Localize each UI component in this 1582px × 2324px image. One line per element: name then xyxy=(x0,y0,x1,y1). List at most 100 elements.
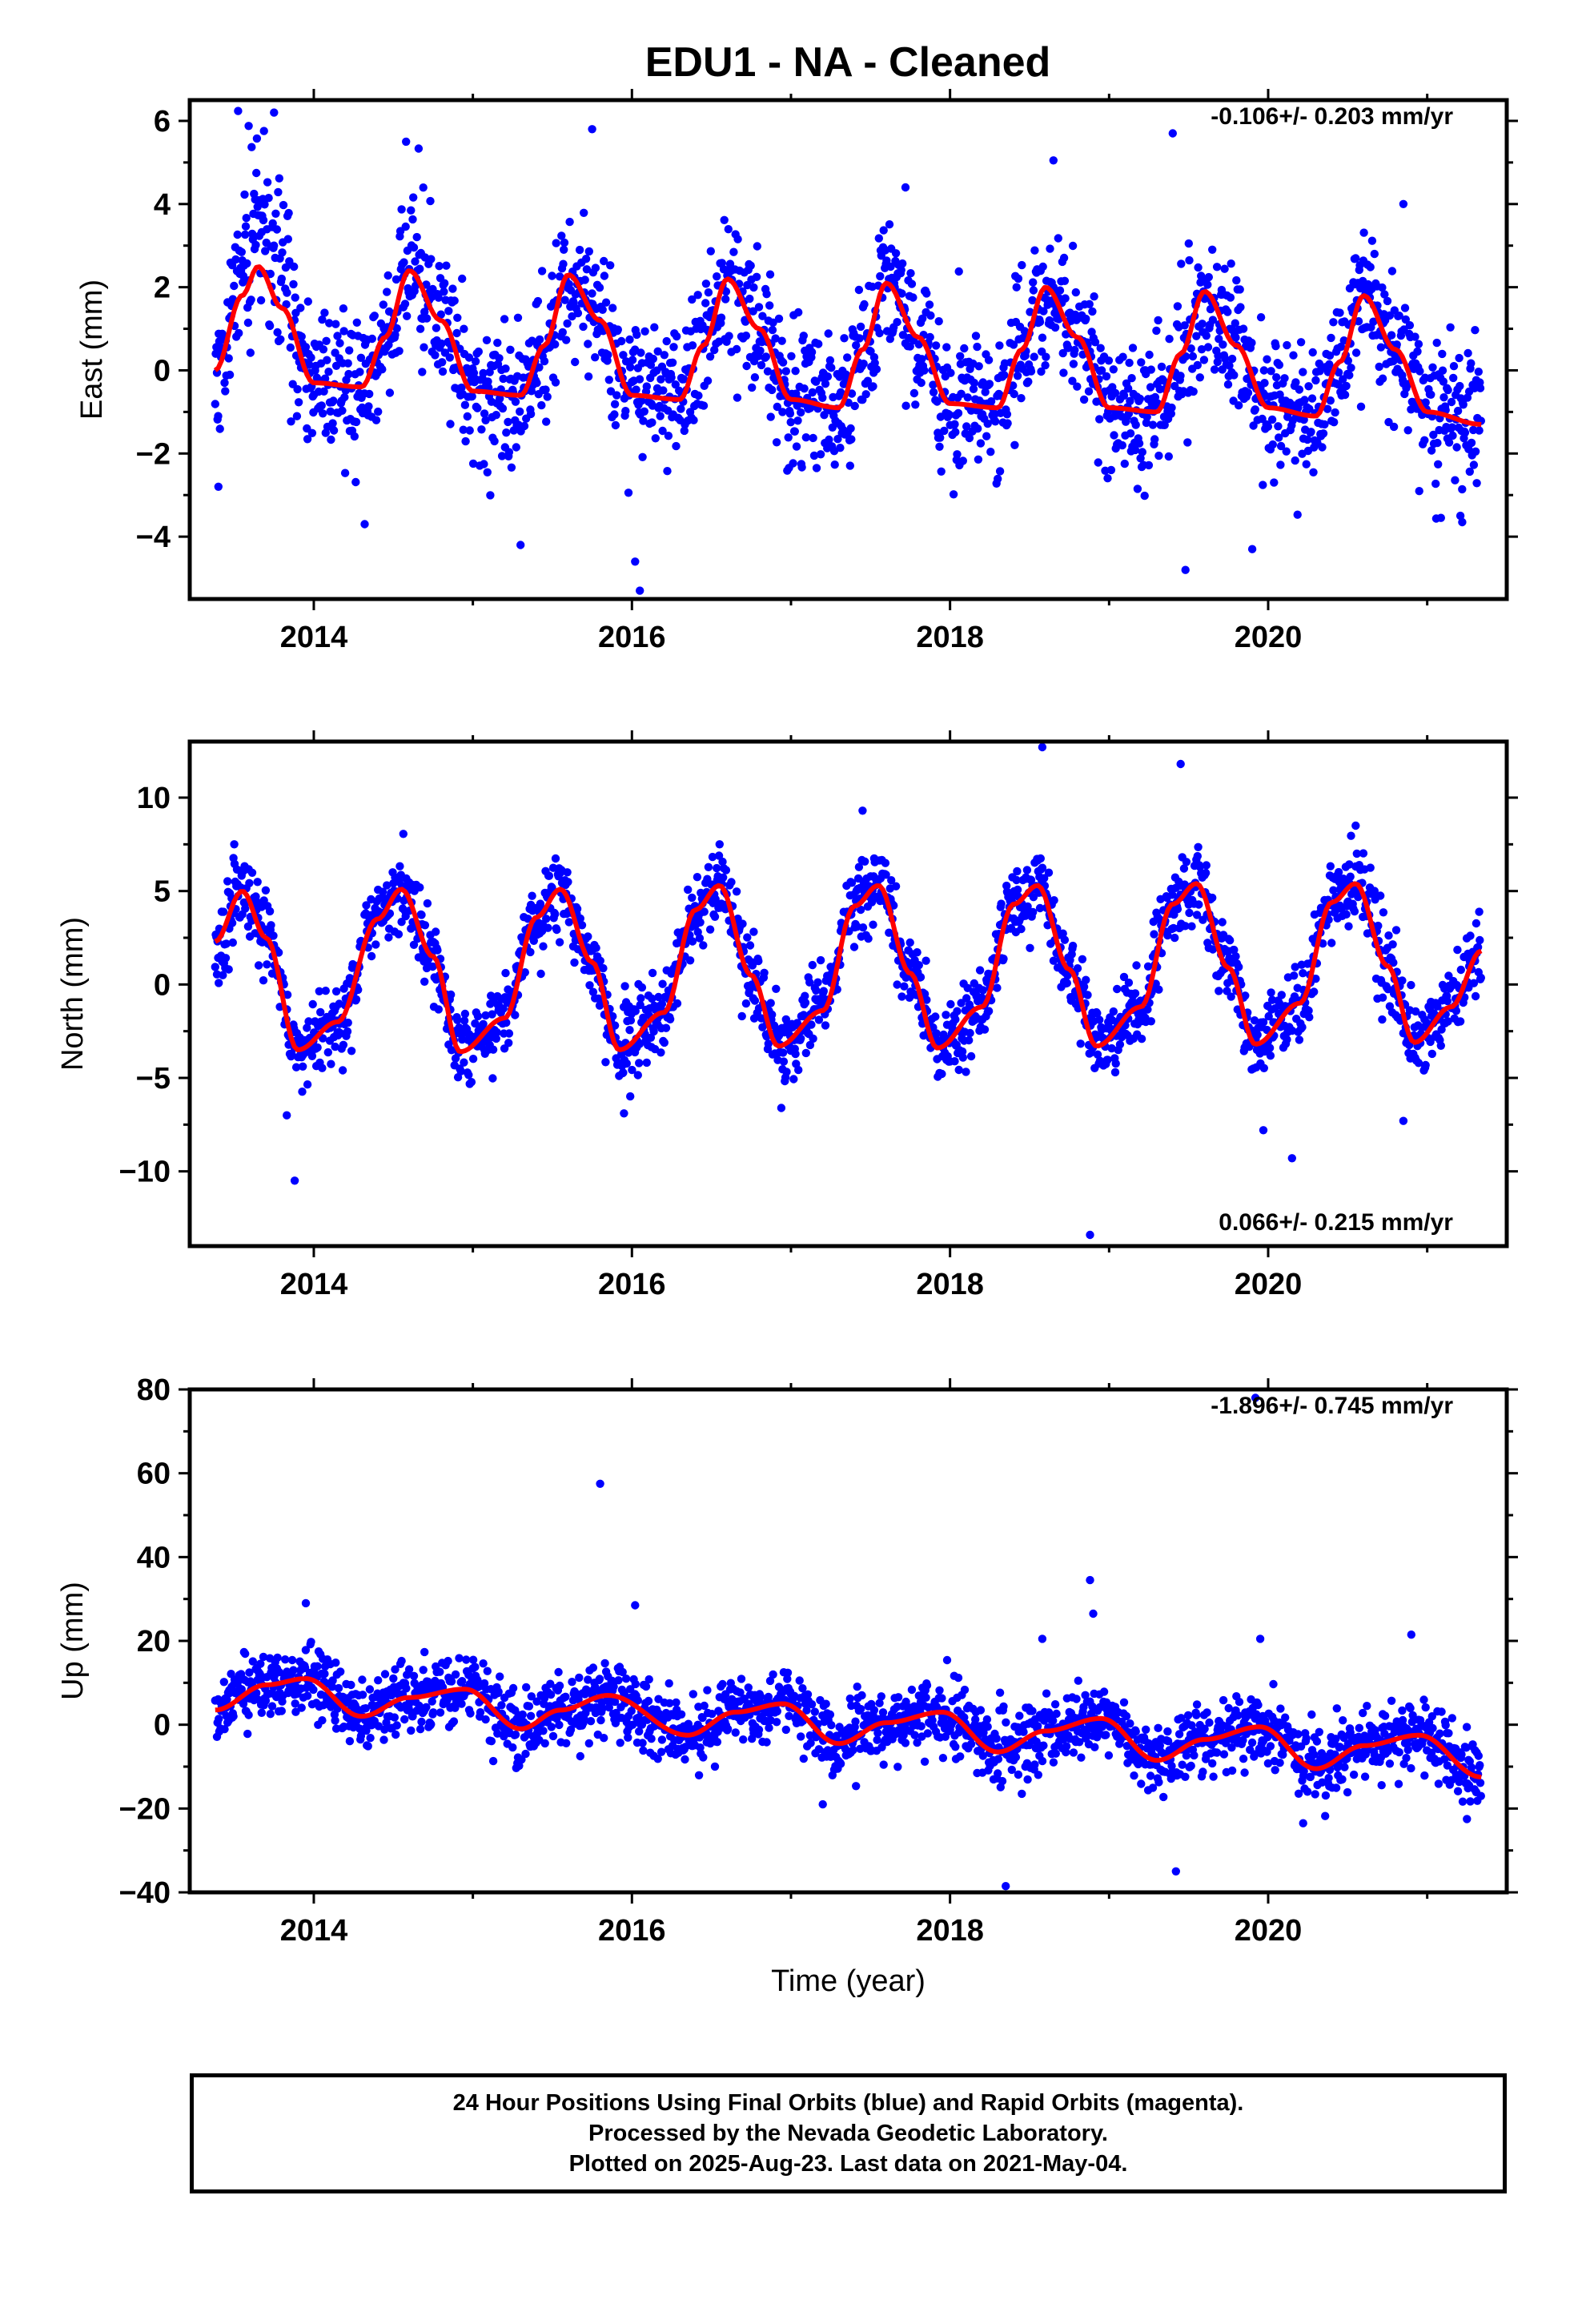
data-point-east xyxy=(465,426,474,435)
data-point-north xyxy=(585,981,594,990)
data-point-east xyxy=(1012,283,1021,292)
data-point-east xyxy=(318,315,327,324)
data-point-east xyxy=(1084,387,1094,396)
data-point-east xyxy=(632,385,640,394)
data-point-up xyxy=(595,1675,604,1683)
data-point-north xyxy=(343,1018,352,1027)
data-point-east xyxy=(745,294,754,304)
data-point-east xyxy=(391,275,401,284)
data-point-east xyxy=(1239,324,1248,333)
y-tick-label-east: 2 xyxy=(154,271,171,305)
data-point-north xyxy=(916,973,926,982)
data-point-east xyxy=(725,259,735,268)
data-point-north xyxy=(1195,900,1203,909)
data-point-north xyxy=(1182,858,1191,866)
data-point-up xyxy=(614,1676,623,1685)
data-point-east xyxy=(1035,317,1045,327)
outlier-point-east xyxy=(1247,545,1257,553)
data-point-up xyxy=(327,1683,337,1691)
data-point-east xyxy=(1030,352,1038,361)
data-point-north xyxy=(298,1088,307,1096)
data-point-east xyxy=(1307,428,1315,436)
data-point-north xyxy=(265,907,275,916)
outlier-point-east xyxy=(1181,565,1190,574)
data-point-north xyxy=(1327,939,1336,947)
data-point-north xyxy=(932,1029,942,1038)
data-point-north xyxy=(887,876,896,885)
data-point-east xyxy=(468,392,476,401)
data-point-east xyxy=(1127,374,1136,383)
data-point-up xyxy=(708,1710,717,1719)
data-point-north xyxy=(779,1057,789,1066)
data-point-north xyxy=(950,1057,959,1066)
data-point-east xyxy=(986,448,995,456)
data-point-east xyxy=(483,468,492,476)
data-point-north xyxy=(584,932,592,941)
data-point-east xyxy=(241,230,250,239)
data-point-east xyxy=(1342,381,1351,391)
data-point-north xyxy=(764,1039,773,1048)
data-point-east xyxy=(540,356,549,366)
y-tick-label-east: −2 xyxy=(136,437,171,471)
data-point-north xyxy=(1443,996,1452,1006)
data-point-up xyxy=(596,1715,605,1725)
data-point-east xyxy=(327,435,335,444)
data-point-north xyxy=(1378,993,1387,1002)
data-point-east xyxy=(784,433,793,442)
data-point-north xyxy=(997,899,1006,908)
data-point-east xyxy=(1142,412,1151,421)
data-point-east xyxy=(1148,420,1158,429)
data-point-north xyxy=(748,961,757,970)
data-point-north xyxy=(1384,931,1393,940)
data-point-east xyxy=(339,327,348,336)
data-point-east xyxy=(506,345,515,354)
data-point-east xyxy=(809,451,819,460)
data-point-north xyxy=(259,976,268,985)
data-point-east xyxy=(1046,244,1054,253)
data-point-north xyxy=(228,938,237,947)
data-point-up xyxy=(644,1675,653,1684)
data-point-north xyxy=(1017,924,1026,934)
data-point-up xyxy=(521,1749,530,1759)
outlier-point-north xyxy=(230,840,239,849)
data-point-north xyxy=(433,946,442,955)
data-point-up xyxy=(479,1659,488,1668)
data-point-east xyxy=(461,436,470,446)
data-point-east xyxy=(621,357,631,366)
data-point-north xyxy=(757,1014,766,1023)
data-point-east xyxy=(560,245,568,254)
data-point-up xyxy=(468,1655,478,1664)
data-point-east xyxy=(1411,332,1419,341)
data-point-north xyxy=(1290,971,1299,980)
data-point-east xyxy=(1444,438,1454,447)
data-point-north xyxy=(1163,931,1172,940)
data-point-east xyxy=(579,322,588,332)
data-point-east xyxy=(765,301,774,310)
data-point-east xyxy=(1304,382,1313,391)
data-point-up xyxy=(237,1685,246,1694)
data-point-east xyxy=(1335,308,1344,317)
data-point-up xyxy=(380,1725,389,1734)
data-point-east xyxy=(762,290,771,299)
data-point-east xyxy=(660,351,669,360)
data-point-north xyxy=(594,994,603,1003)
data-point-east xyxy=(307,428,317,437)
data-point-north xyxy=(801,1048,810,1058)
data-point-north xyxy=(626,1016,636,1025)
data-point-east xyxy=(351,417,361,427)
data-point-east xyxy=(1144,460,1154,470)
data-point-east xyxy=(766,412,775,421)
data-point-east xyxy=(1194,263,1203,272)
data-point-north xyxy=(526,947,535,957)
data-point-east xyxy=(774,314,784,324)
data-point-north xyxy=(782,1068,791,1076)
data-point-north xyxy=(801,998,810,1007)
data-point-up xyxy=(633,1696,642,1705)
data-point-up xyxy=(555,1681,564,1691)
data-point-east xyxy=(1183,438,1192,447)
data-point-east xyxy=(761,352,770,361)
data-point-east xyxy=(1050,323,1060,332)
data-point-east xyxy=(1347,364,1355,372)
data-point-north xyxy=(1291,963,1299,971)
